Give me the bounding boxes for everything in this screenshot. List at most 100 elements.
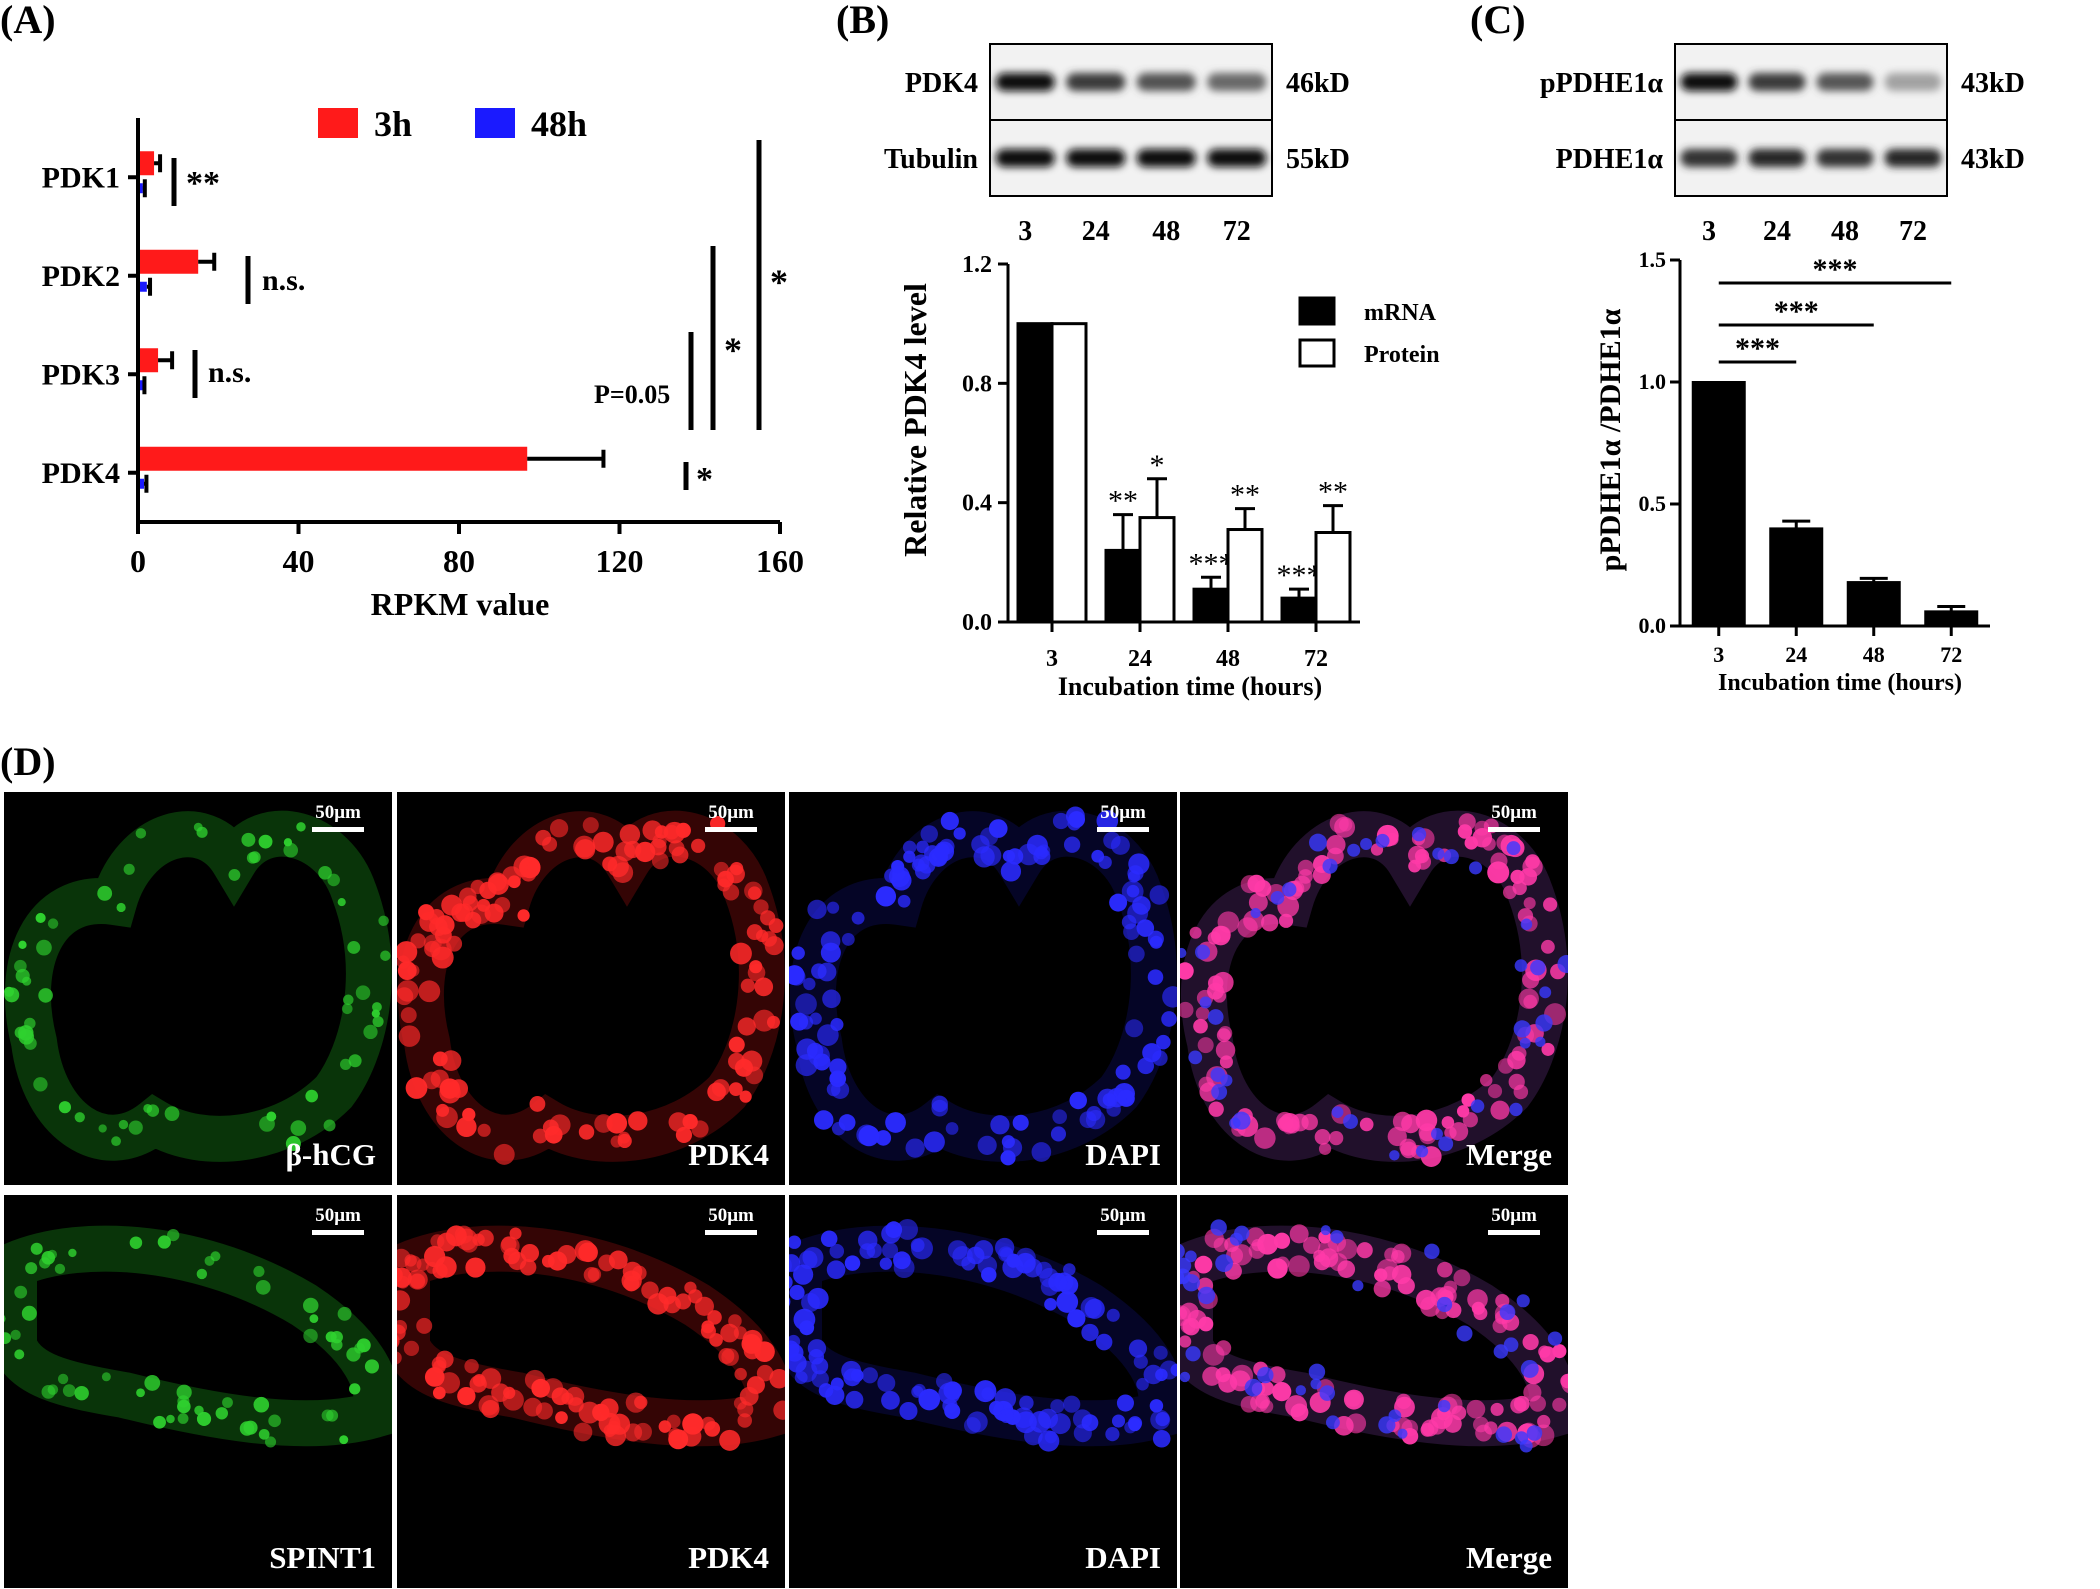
cell (945, 1122, 959, 1135)
cell (1106, 1308, 1120, 1322)
cell (658, 1286, 677, 1305)
lane-label: 24 (1763, 216, 1791, 247)
cell (807, 899, 827, 920)
cell (196, 1411, 212, 1427)
cell (123, 863, 135, 875)
micrograph-dapi-row1: 50μm DAPI (789, 792, 1177, 1185)
cell (14, 1285, 28, 1299)
micrograph--hcg-row1: 50μm β-hCG (4, 792, 392, 1185)
blot-b: PDK4 46kD Tubulin 55kD 3 24 48 72 (850, 40, 1410, 250)
cell (809, 1012, 822, 1025)
cell (1360, 838, 1373, 851)
cell (740, 978, 755, 993)
blot-size-Tubulin: 55kD (1286, 144, 1350, 175)
cell (509, 1227, 522, 1240)
scale-bar-line (1097, 827, 1149, 832)
cell (1487, 861, 1510, 884)
cell (734, 1058, 753, 1077)
cell (1125, 1019, 1144, 1038)
cell (290, 1120, 307, 1136)
cell (789, 1275, 793, 1289)
chart-c-ylabel: pPDHE1α /PDHE1α (1594, 308, 1627, 571)
cell (1272, 1382, 1292, 1402)
cell (14, 1026, 27, 1039)
cell (18, 940, 27, 949)
blot-label-PDHE1α: PDHE1α (1556, 144, 1664, 175)
scale-bar-label: 50μm (1491, 802, 1537, 823)
legend-swatch-Protein (1298, 338, 1336, 368)
cell (1495, 1426, 1513, 1443)
cell (1373, 1280, 1391, 1298)
cell (1303, 1236, 1321, 1254)
cell (1052, 1109, 1067, 1124)
cell (33, 1077, 48, 1092)
scale-bar-line (1097, 1230, 1149, 1235)
cell (470, 879, 485, 895)
cell (1329, 1130, 1344, 1146)
blot-band (1816, 149, 1874, 167)
cell (594, 1114, 613, 1133)
cell (527, 861, 540, 874)
cell (339, 1435, 349, 1445)
cell (1449, 1122, 1469, 1142)
x-tick-label: 3 (1046, 646, 1058, 672)
cell (966, 1411, 988, 1433)
cell (789, 1284, 805, 1301)
scale-bar-label: 50μm (315, 802, 361, 823)
scale-bar-line (312, 827, 364, 832)
cell (428, 908, 445, 925)
cell (1128, 1339, 1148, 1358)
cell (258, 834, 273, 849)
cell (1103, 831, 1121, 850)
cell (1188, 1050, 1203, 1065)
cell (942, 1398, 958, 1414)
cell (253, 1265, 265, 1278)
cell (1337, 1260, 1356, 1278)
cell (1453, 1269, 1471, 1287)
cell (323, 1119, 336, 1132)
cell (1237, 917, 1258, 938)
cell (625, 1392, 646, 1413)
cell (1050, 1126, 1067, 1142)
bar-Protein-3 (1050, 322, 1088, 624)
y-tick-label: 1.2 (962, 252, 992, 278)
cell (21, 1305, 37, 1321)
cell (1207, 931, 1221, 945)
cell (1484, 1421, 1498, 1435)
cell (529, 1096, 546, 1112)
cell (176, 1384, 192, 1400)
cell (1143, 1364, 1164, 1385)
cell (961, 1256, 976, 1271)
cell (523, 1397, 543, 1417)
cell (1275, 1256, 1290, 1271)
cell (658, 1420, 672, 1433)
cell (325, 1331, 337, 1343)
y-tick-label: 1.0 (1639, 369, 1667, 394)
cell (4, 987, 20, 1003)
cell (1218, 1026, 1233, 1041)
blot-size-PDHE1α: 43kD (1961, 144, 2025, 175)
cell (10, 1329, 21, 1340)
cell (1278, 913, 1294, 928)
cell (1522, 1333, 1539, 1351)
cell (1152, 1050, 1168, 1066)
cell (1382, 1266, 1397, 1281)
category-label: PDK1 (42, 161, 120, 194)
cell (1493, 1344, 1509, 1359)
cell (1105, 1427, 1120, 1442)
cell (253, 1396, 270, 1413)
cell (405, 1077, 428, 1099)
cell (1520, 1359, 1539, 1378)
cell (1185, 1346, 1201, 1362)
legend-swatch-3h (318, 108, 358, 138)
cell (1000, 861, 1022, 882)
cell (1456, 1105, 1470, 1118)
cell (555, 1411, 568, 1424)
cell (47, 918, 59, 929)
cell (1212, 971, 1234, 993)
category-label: PDK2 (42, 260, 120, 293)
cell (1255, 1394, 1270, 1409)
significance-label: *** (1189, 547, 1234, 580)
cell (1248, 1242, 1266, 1259)
cell (326, 1409, 339, 1422)
